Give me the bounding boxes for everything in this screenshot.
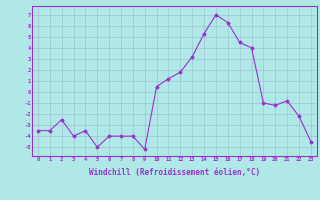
X-axis label: Windchill (Refroidissement éolien,°C): Windchill (Refroidissement éolien,°C): [89, 168, 260, 177]
